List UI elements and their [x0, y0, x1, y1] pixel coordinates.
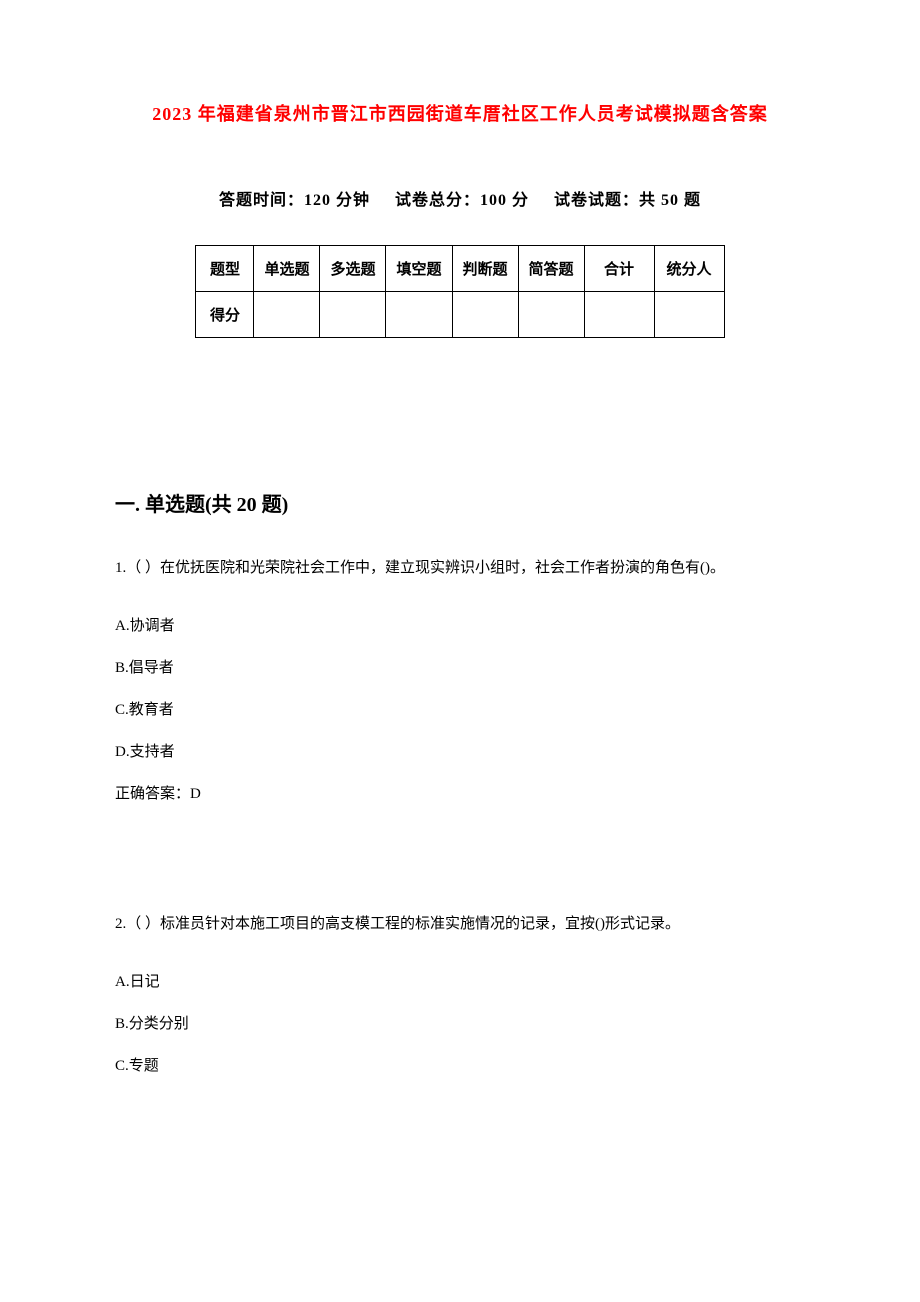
table-header-row: 题型 单选题 多选题 填空题 判断题 简答题 合计 统分人 — [196, 246, 724, 292]
table-score-row: 得分 — [196, 292, 724, 338]
header-cell: 合计 — [584, 246, 654, 292]
score-cell — [584, 292, 654, 338]
score-cell — [386, 292, 452, 338]
header-cell: 判断题 — [452, 246, 518, 292]
question-body: 标准员针对本施工项目的高支模工程的标准实施情况的记录，宜按()形式记录。 — [160, 916, 680, 932]
score-cell — [452, 292, 518, 338]
header-cell: 填空题 — [386, 246, 452, 292]
header-cell: 单选题 — [254, 246, 320, 292]
time-value: 120 分钟 — [304, 192, 370, 209]
header-cell: 多选题 — [320, 246, 386, 292]
score-cell — [654, 292, 724, 338]
question-text: 1.（ ）在优抚医院和光荣院社会工作中，建立现实辨识小组时，社会工作者扮演的角色… — [115, 547, 805, 589]
score-table: 题型 单选题 多选题 填空题 判断题 简答题 合计 统分人 得分 — [195, 245, 724, 338]
time-label: 答题时间： — [219, 192, 304, 209]
score-cell — [254, 292, 320, 338]
header-cell: 题型 — [196, 246, 254, 292]
header-cell: 简答题 — [518, 246, 584, 292]
total-value: 100 分 — [480, 192, 529, 209]
option-b: B.分类分别 — [115, 1012, 805, 1036]
count-label: 试卷试题： — [554, 192, 639, 209]
option-d: D.支持者 — [115, 740, 805, 764]
score-cell — [518, 292, 584, 338]
score-cell — [320, 292, 386, 338]
exam-title: 2023 年福建省泉州市晋江市西园街道车厝社区工作人员考试模拟题含答案 — [115, 100, 805, 126]
option-b: B.倡导者 — [115, 656, 805, 680]
question-text: 2.（ ）标准员针对本施工项目的高支模工程的标准实施情况的记录，宜按()形式记录… — [115, 903, 805, 945]
count-value: 共 50 题 — [639, 192, 701, 209]
total-label: 试卷总分： — [395, 192, 480, 209]
option-c: C.教育者 — [115, 698, 805, 722]
correct-answer: 正确答案：D — [115, 782, 805, 803]
section-title: 一. 单选题(共 20 题) — [115, 488, 805, 517]
score-label-cell: 得分 — [196, 292, 254, 338]
question-block: 2.（ ）标准员针对本施工项目的高支模工程的标准实施情况的记录，宜按()形式记录… — [115, 903, 805, 1078]
option-a: A.协调者 — [115, 614, 805, 638]
question-body: 在优抚医院和光荣院社会工作中，建立现实辨识小组时，社会工作者扮演的角色有()。 — [160, 560, 725, 576]
option-a: A.日记 — [115, 970, 805, 994]
option-c: C.专题 — [115, 1054, 805, 1078]
exam-info: 答题时间：120 分钟 试卷总分：100 分 试卷试题：共 50 题 — [115, 186, 805, 210]
question-number: 1.（ ） — [115, 560, 160, 576]
question-number: 2.（ ） — [115, 916, 160, 932]
header-cell: 统分人 — [654, 246, 724, 292]
question-block: 1.（ ）在优抚医院和光荣院社会工作中，建立现实辨识小组时，社会工作者扮演的角色… — [115, 547, 805, 803]
